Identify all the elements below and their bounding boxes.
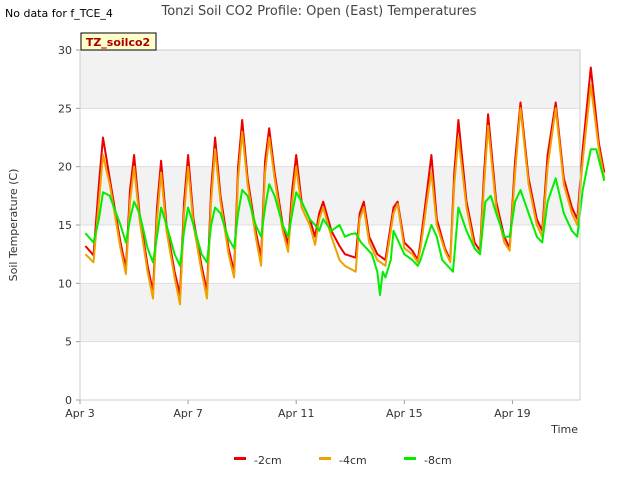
y-tick-label-0: 0 xyxy=(65,394,72,407)
x-tick-label-19: Apr 19 xyxy=(494,407,531,420)
legend-swatch-4cm xyxy=(319,457,331,460)
x-tick-label-15: Apr 15 xyxy=(386,407,423,420)
x-tick-label-11: Apr 11 xyxy=(278,407,315,420)
legend-label-8cm: -8cm xyxy=(424,454,452,467)
series-line-8cm xyxy=(84,148,606,296)
legend-label-4cm: -4cm xyxy=(339,454,367,467)
y-tick-label-5: 5 xyxy=(65,336,72,349)
y-tick-label-25: 25 xyxy=(58,102,72,115)
legend-swatch-2cm xyxy=(234,457,246,460)
site-badge-box xyxy=(80,32,157,51)
legend-swatch-8cm xyxy=(404,457,416,460)
chart-title: Tonzi Soil CO2 Profile: Open (East) Temp… xyxy=(160,4,476,19)
x-tick-label-3: Apr 3 xyxy=(65,407,95,420)
x-tick-label-7: Apr 7 xyxy=(173,407,203,420)
y-tick-label-30: 30 xyxy=(58,44,72,57)
legend-label-2cm: -2cm xyxy=(254,454,282,467)
series-line-4cm xyxy=(84,84,606,306)
plot-frame xyxy=(79,49,581,401)
y-tick-label-20: 20 xyxy=(58,161,72,174)
band-25-30 xyxy=(80,50,580,109)
y-tick-label-15: 15 xyxy=(58,219,72,232)
y-tick-label-10: 10 xyxy=(58,277,72,290)
legend: -2cm -4cm -8cm xyxy=(234,454,452,467)
no-data-note: No data for f_TCE_4 xyxy=(5,7,113,20)
band-5-10 xyxy=(80,283,580,342)
y-axis-label: Soil Temperature (C) xyxy=(7,169,20,282)
band-15-20 xyxy=(80,166,580,225)
x-axis-label: Time xyxy=(550,423,578,436)
site-badge: TZ_soilco2 xyxy=(80,32,157,51)
site-badge-label: TZ_soilco2 xyxy=(86,36,150,49)
